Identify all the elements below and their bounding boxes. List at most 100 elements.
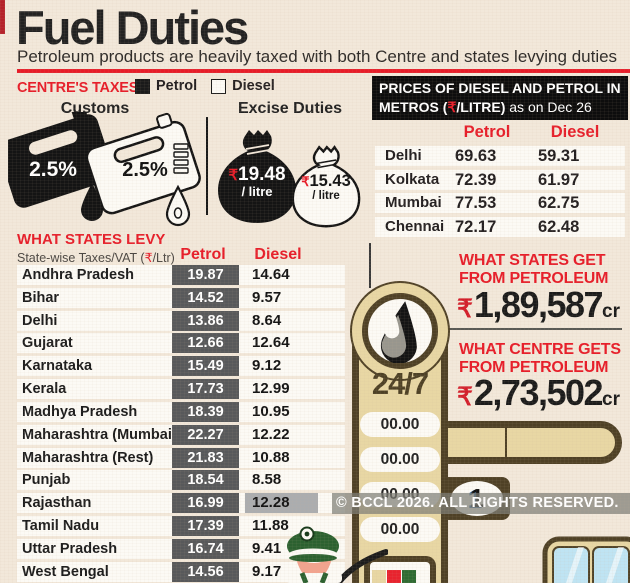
petrol-price: 77.53	[455, 194, 497, 212]
state-name: West Bengal	[22, 564, 109, 580]
customs-diesel-rate: 2.5%	[122, 159, 168, 181]
excise-illustration	[218, 130, 361, 228]
state-name: Karnataka	[22, 358, 93, 374]
rupee-symbol: ₹	[228, 167, 238, 184]
petrol-price: 72.17	[455, 218, 497, 236]
legend-diesel: Diesel	[211, 78, 275, 94]
diesel-value: 8.58	[252, 471, 282, 488]
panel-green-square	[402, 570, 416, 583]
petrol-value: 16.99	[172, 493, 239, 513]
state-name: Uttar Pradesh	[22, 541, 118, 557]
watermark: © BCCL 2026. ALL RIGHTS RESERVED.	[332, 493, 630, 514]
pump-247-sign: 24/7	[371, 366, 429, 401]
petrol-value: 14.52	[172, 288, 239, 308]
legend-petrol-label: Petrol	[156, 78, 198, 94]
legend: Petrol Diesel	[135, 78, 275, 94]
customs-petrol-rate: 2.5%	[29, 158, 77, 181]
page-subtitle: Petroleum products are heavily taxed wit…	[17, 47, 618, 66]
rupee-symbol: ₹	[144, 251, 153, 265]
state-name: Madhya Pradesh	[22, 404, 138, 420]
legend-petrol: Petrol	[135, 78, 197, 94]
left-accent-bar	[0, 0, 5, 34]
diesel-swatch-icon	[211, 78, 227, 94]
table-row: West Bengal 14.56 9.17	[17, 562, 345, 582]
city-name: Kolkata	[385, 171, 440, 188]
diesel-value: 9.17	[252, 563, 282, 580]
centre-taxes-heading: CENTRE'S TAXES	[17, 80, 139, 96]
diesel-value: 9.57	[252, 289, 282, 306]
pump-display: 00.00	[360, 412, 440, 437]
table-row: Maharashtra (Rest) 21.83 10.88	[17, 448, 345, 468]
pump-display: 00.00	[360, 447, 440, 472]
petrol-moneybag-icon	[218, 130, 296, 223]
state-name: Delhi	[22, 313, 58, 329]
rupee-symbol: ₹	[447, 99, 457, 115]
pump-logo-inner	[362, 293, 438, 369]
metro-petrol-column-header: Petrol	[463, 123, 511, 141]
legend-diesel-label: Diesel	[232, 78, 275, 94]
petrol-value: 17.39	[172, 516, 239, 536]
diesel-value: 10.88	[252, 449, 290, 466]
petrol-price: 69.63	[455, 147, 497, 165]
diesel-value: 12.22	[252, 426, 290, 443]
state-name: Gujarat	[22, 335, 73, 351]
diesel-value: 12.99	[252, 380, 290, 397]
petrol-value: 18.39	[172, 402, 239, 422]
table-row: Kolkata 72.39 61.97	[375, 170, 625, 190]
state-name: Kerala	[22, 381, 67, 397]
states-petrol-column-header: Petrol	[180, 246, 226, 263]
diesel-value: 9.41	[252, 540, 282, 557]
petrol-drop-icon	[81, 183, 103, 221]
petrol-value: 13.86	[172, 311, 239, 331]
header-rule	[17, 69, 630, 73]
petrol-value: 18.54	[172, 470, 239, 490]
states-revenue-heading: WHAT STATES GET FROM PETROLEUM	[459, 252, 609, 287]
petrol-value: 19.87	[172, 265, 239, 285]
states-diesel-column-header: Diesel	[254, 246, 302, 263]
customs-illustration: 2.5% 2.5%	[8, 112, 201, 227]
petrol-value: 14.56	[172, 562, 239, 582]
city-name: Chennai	[385, 218, 445, 235]
sign-pole	[369, 243, 371, 288]
states-revenue-value: ₹ 1,89,587 cr	[457, 284, 621, 325]
petrol-swatch-icon	[135, 78, 150, 94]
page-title: Fuel Duties	[16, 1, 249, 54]
section-divider	[206, 117, 208, 215]
rupee-symbol: ₹	[457, 383, 473, 411]
table-row: Mumbai 77.53 62.75	[375, 193, 625, 213]
van-icon	[542, 536, 630, 583]
petrol-value: 16.74	[172, 539, 239, 559]
table-row: Delhi 69.63 59.31	[375, 146, 625, 166]
metro-diesel-column-header: Diesel	[550, 123, 600, 141]
attendant-icon	[286, 526, 342, 583]
state-name: Maharashtra (Mumbai)	[22, 427, 177, 443]
metro-prices-header: PRICES OF DIESEL AND PETROL IN METROS (₹…	[372, 76, 628, 120]
table-row: Gujarat 12.66 12.64	[17, 333, 345, 353]
petrol-value: 17.73	[172, 379, 239, 399]
diesel-price: 61.97	[538, 171, 580, 189]
table-row: Rajasthan 16.99 12.28	[17, 493, 345, 513]
table-row: Andhra Pradesh 19.87 14.64	[17, 265, 345, 285]
fill-bars-outline-icon	[173, 143, 189, 174]
panel-tan-square	[372, 570, 386, 583]
rupee-symbol: ₹	[301, 174, 310, 189]
table-row: Tamil Nadu 17.39 11.88	[17, 516, 345, 536]
state-name: Rajasthan	[22, 495, 92, 511]
oil-drop-icon	[380, 301, 417, 364]
diesel-value: 8.64	[252, 312, 282, 329]
petrol-value: 12.66	[172, 333, 239, 353]
city-name: Mumbai	[385, 194, 442, 211]
state-name: Tamil Nadu	[22, 518, 100, 534]
state-name: Maharashtra (Rest)	[22, 450, 154, 466]
table-row: Maharashtra (Mumbai) 22.27 12.22	[17, 425, 345, 445]
table-row: Punjab 18.54 8.58	[17, 470, 345, 490]
diesel-price: 62.48	[538, 218, 580, 236]
excise-title: Excise Duties	[237, 100, 343, 117]
table-row: Karnataka 15.49 9.12	[17, 356, 345, 376]
petrol-price: 72.39	[455, 171, 497, 189]
centre-revenue-heading: WHAT CENTRE GETS FROM PETROLEUM	[459, 341, 621, 376]
diesel-price: 62.75	[538, 194, 580, 212]
table-row: Bihar 14.52 9.57	[17, 288, 345, 308]
diesel-price: 59.31	[538, 147, 580, 165]
